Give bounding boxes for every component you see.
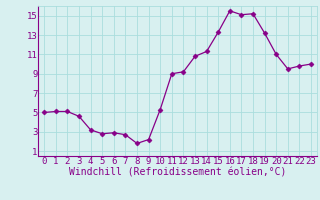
X-axis label: Windchill (Refroidissement éolien,°C): Windchill (Refroidissement éolien,°C) xyxy=(69,167,286,177)
